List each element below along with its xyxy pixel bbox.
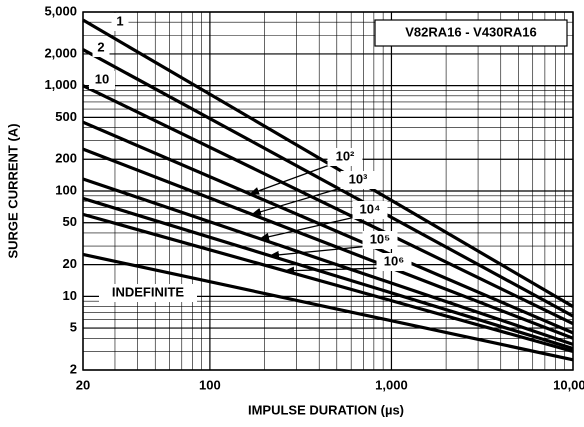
label-bg bbox=[99, 284, 197, 302]
x-tick-label: 100 bbox=[199, 377, 221, 392]
series-label: 10² bbox=[336, 148, 355, 163]
label-bg bbox=[352, 201, 388, 219]
series-line bbox=[82, 48, 574, 318]
series-line bbox=[82, 212, 574, 353]
arrow bbox=[259, 215, 361, 241]
y-tick-label: 500 bbox=[55, 109, 77, 124]
x-tick-label: 1,000 bbox=[375, 377, 408, 392]
y-tick-label: 200 bbox=[55, 151, 77, 166]
series-label: 1 bbox=[116, 13, 123, 28]
series-line bbox=[82, 196, 574, 351]
series-label: 10⁵ bbox=[370, 231, 391, 246]
series-label: 2 bbox=[97, 39, 104, 54]
series-label: 10⁴ bbox=[360, 201, 381, 216]
y-tick-label: 20 bbox=[63, 256, 77, 271]
series-label: 10 bbox=[95, 71, 109, 86]
arrow bbox=[269, 245, 371, 259]
series-label: 10⁶ bbox=[384, 253, 404, 268]
label-box bbox=[374, 19, 568, 47]
label-bg bbox=[92, 39, 110, 57]
y-tick-label: 100 bbox=[55, 182, 77, 197]
label-bg bbox=[340, 171, 376, 189]
series-label: INDEFINITE bbox=[112, 284, 185, 299]
y-tick-label: 50 bbox=[63, 214, 77, 229]
series-line bbox=[82, 120, 574, 335]
series-line bbox=[82, 252, 574, 362]
x-axis-label: IMPULSE DURATION (µs) bbox=[248, 402, 404, 417]
x-tick-label: 20 bbox=[76, 377, 90, 392]
y-tick-label: 1,000 bbox=[44, 77, 77, 92]
label-bg bbox=[376, 253, 412, 271]
series-label: 10³ bbox=[349, 171, 368, 186]
label-bg bbox=[89, 71, 115, 89]
series-line bbox=[82, 177, 574, 346]
y-tick-label: 2,000 bbox=[44, 45, 77, 60]
label-bg bbox=[362, 231, 398, 249]
label-bg bbox=[111, 13, 129, 31]
y-tick-label: 2 bbox=[70, 361, 77, 376]
arrow bbox=[284, 266, 385, 275]
series-line bbox=[82, 147, 574, 340]
chart-annotation: V82RA16 - V430RA16 bbox=[405, 24, 537, 39]
arrow bbox=[249, 162, 336, 195]
x-tick-label: 10,000 bbox=[553, 377, 584, 392]
label-bg bbox=[327, 148, 363, 166]
y-tick-label: 5 bbox=[70, 320, 77, 335]
y-axis-label: SURGE CURRENT (A) bbox=[5, 123, 20, 258]
y-tick-label: 10 bbox=[63, 288, 77, 303]
series-line bbox=[82, 84, 574, 326]
y-tick-label: 5,000 bbox=[44, 3, 77, 18]
arrow bbox=[251, 185, 349, 216]
